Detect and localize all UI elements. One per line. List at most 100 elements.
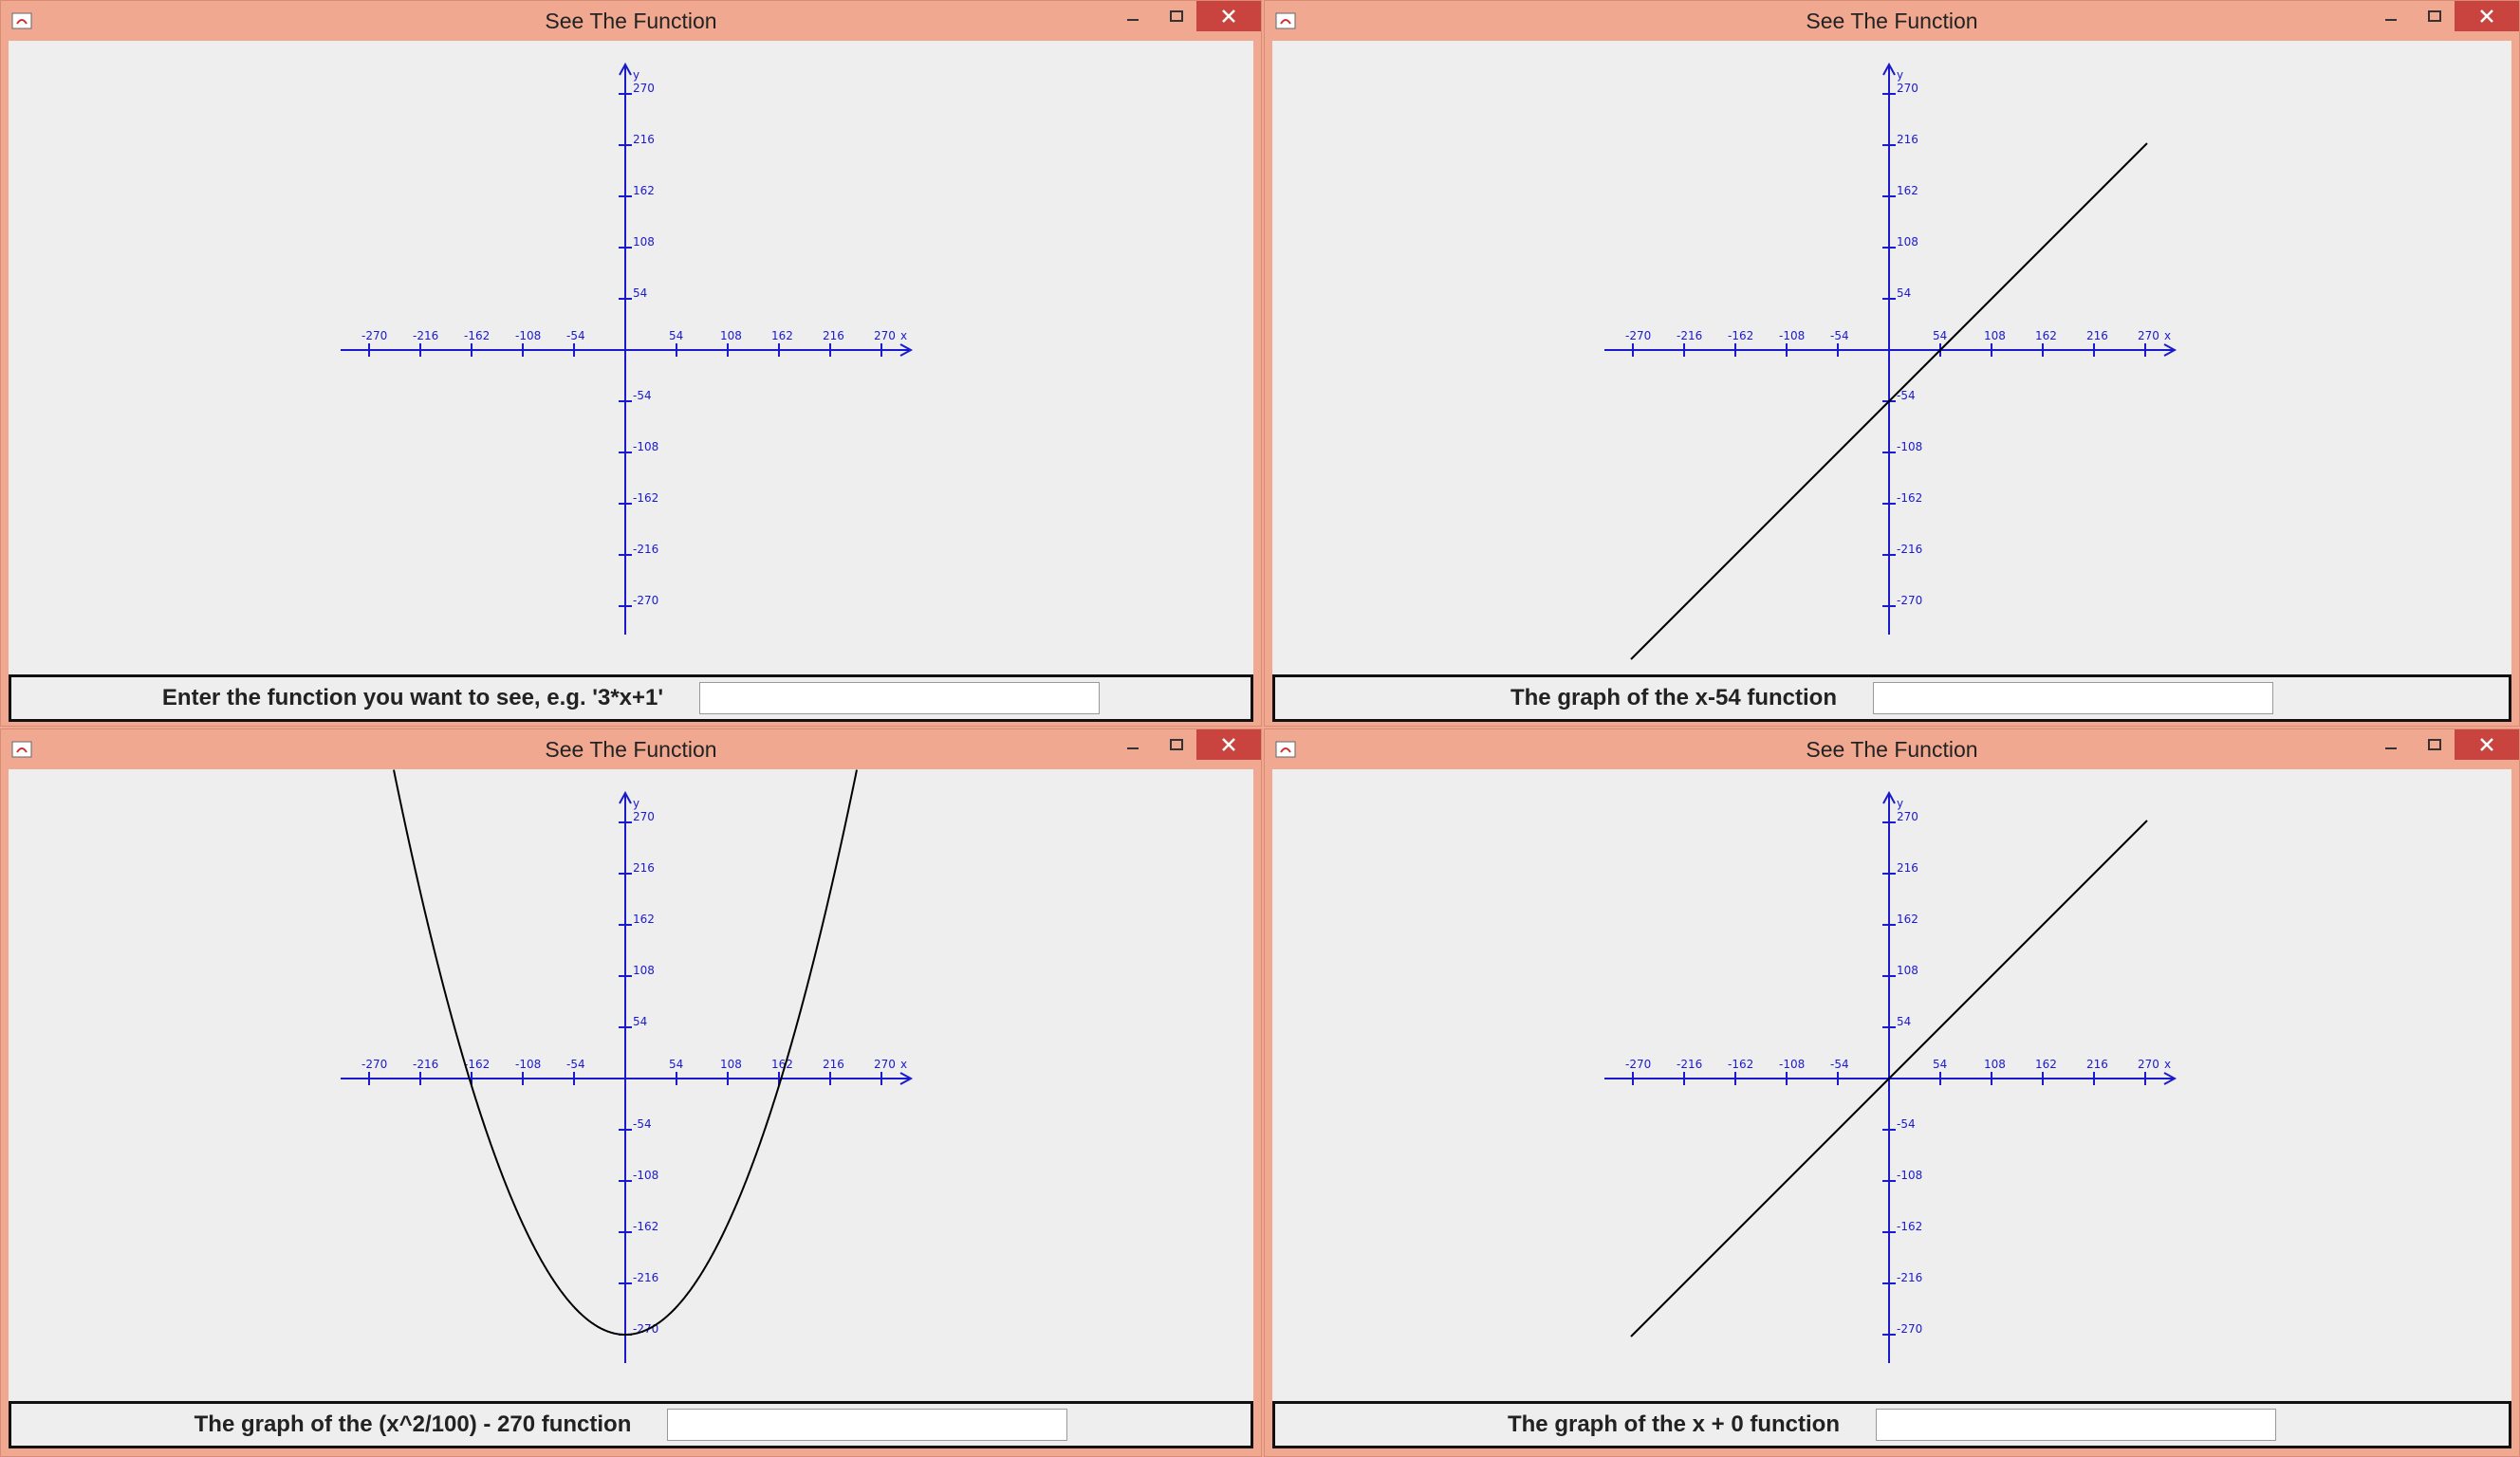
y-tick-label: 162 [633,913,655,926]
y-tick-label: -108 [1897,440,1922,453]
y-axis-label: y [633,68,639,82]
y-tick-label: 54 [633,286,647,300]
minimize-button[interactable] [1111,729,1155,760]
x-tick-label: 54 [1933,329,1947,342]
maximize-icon [1170,739,1183,750]
close-icon [2480,738,2493,751]
maximize-button[interactable] [2413,1,2456,31]
y-tick-label: 270 [1897,810,1918,823]
close-button[interactable] [2455,729,2519,760]
y-tick-label: -54 [633,389,652,402]
maximize-button[interactable] [2413,729,2456,760]
window-title: See The Function [1806,737,1978,762]
function-window-4: See The Function -270 -216 -162 -108 -54 54 10… [1264,728,2520,1457]
y-tick-label: -54 [633,1117,652,1131]
minimize-icon [1127,19,1139,21]
x-tick-label: 270 [874,329,896,342]
y-tick-label: 54 [1897,286,1911,300]
function-input[interactable] [1873,682,2273,714]
y-axis-label: y [1897,797,1903,810]
x-tick-label: -108 [1779,1058,1805,1071]
x-axis-label: x [900,1058,907,1071]
close-icon [1222,738,1235,751]
function-input-bar: The graph of the (x^2/100) - 270 functio… [9,1401,1253,1448]
graph-svg: -270 -216 -162 -108 -54 54 108 162 216 270 x 270 216… [341,769,914,1363]
close-icon [1222,9,1235,23]
y-tick-label: -270 [1897,594,1922,607]
function-curve [1630,820,2148,1337]
y-tick-label: -108 [633,440,658,453]
x-axis-label: x [2164,329,2171,342]
x-tick-label: -54 [566,329,585,342]
title-bar[interactable]: See The Function [1265,729,2519,769]
window-title: See The Function [545,9,717,33]
graph-canvas[interactable]: -270 -216 -162 -108 -54 54 108 162 216 270 x 270 216… [1272,769,2511,1401]
footer-label: The graph of the (x^2/100) - 270 functio… [194,1411,632,1437]
y-tick-label: -162 [633,491,658,505]
maximize-icon [2428,739,2441,750]
minimize-icon [2385,747,2397,749]
close-icon [2480,9,2493,23]
title-bar[interactable]: See The Function [1,729,1261,769]
graph-canvas[interactable]: -270 -216 -162 -108 -54 54 108 162 216 270 x 270 216… [9,41,1253,674]
graph-canvas[interactable]: -270 -216 -162 -108 -54 54 108 162 216 270 x 270 216… [1272,41,2511,674]
title-bar[interactable]: See The Function [1,1,1261,41]
y-tick-label: 108 [1897,235,1918,249]
y-tick-label: -216 [633,543,658,556]
footer-label: Enter the function you want to see, e.g.… [161,685,664,710]
y-tick-label: -162 [1897,1220,1922,1233]
function-input[interactable] [667,1409,1068,1441]
y-axis-arrow [619,62,632,76]
maximize-icon [2428,10,2441,22]
y-tick-label: -162 [633,1220,658,1233]
java-app-icon [11,12,32,29]
y-tick-label: -270 [633,594,658,607]
y-axis-arrow [1882,62,1896,76]
y-tick-label: 216 [1897,133,1918,146]
x-tick-label: 216 [823,1058,844,1071]
close-button[interactable] [2455,1,2519,31]
close-button[interactable] [1196,729,1261,760]
function-curve [393,769,858,1336]
x-tick-label: 162 [771,1058,793,1071]
y-tick-label: 162 [1897,184,1918,197]
x-tick-label: -270 [1625,1058,1651,1071]
x-tick-label: -216 [1677,329,1702,342]
x-tick-label: 162 [771,329,793,342]
x-tick-label: 216 [823,329,844,342]
minimize-button[interactable] [2369,729,2413,760]
x-axis-arrow [2163,1072,2177,1085]
y-tick-label: -216 [633,1271,658,1284]
function-input[interactable] [699,682,1101,714]
title-bar[interactable]: See The Function [1265,1,2519,41]
maximize-button[interactable] [1155,1,1198,31]
x-tick-label: -216 [413,1058,438,1071]
close-button[interactable] [1196,1,1261,31]
graph-canvas[interactable]: -270 -216 -162 -108 -54 54 108 162 216 270 x 270 216… [9,769,1253,1401]
x-tick-label: 270 [2138,1058,2159,1071]
function-input[interactable] [1876,1409,2276,1441]
function-window-2: See The Function -270 -216 -162 -108 -54 54 10… [1264,0,2520,727]
x-axis-arrow [899,1072,914,1085]
minimize-button[interactable] [1111,1,1155,31]
graph-svg: -270 -216 -162 -108 -54 54 108 162 216 270 x 270 216… [341,62,914,635]
y-tick-label: -54 [1897,1117,1916,1131]
minimize-button[interactable] [2369,1,2413,31]
x-tick-label: 54 [1933,1058,1947,1071]
graph-svg: -270 -216 -162 -108 -54 54 108 162 216 270 x 270 216… [1604,790,2177,1363]
y-tick-label: 108 [1897,964,1918,977]
minimize-icon [1127,747,1139,749]
footer-label: The graph of the x + 0 function [1507,1411,1840,1437]
x-tick-label: 216 [2086,329,2108,342]
maximize-button[interactable] [1155,729,1198,760]
x-tick-label: -54 [566,1058,585,1071]
window-title: See The Function [545,737,717,762]
y-tick-label: -270 [1897,1322,1922,1336]
y-axis-label: y [633,797,639,810]
x-tick-label: -216 [413,329,438,342]
y-tick-label: 270 [633,82,655,95]
y-axis-label: y [1897,68,1903,82]
y-tick-label: 270 [633,810,655,823]
x-axis-label: x [2164,1058,2171,1071]
x-tick-label: 108 [720,1058,742,1071]
